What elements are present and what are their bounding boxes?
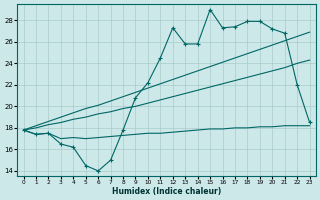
- X-axis label: Humidex (Indice chaleur): Humidex (Indice chaleur): [112, 187, 221, 196]
